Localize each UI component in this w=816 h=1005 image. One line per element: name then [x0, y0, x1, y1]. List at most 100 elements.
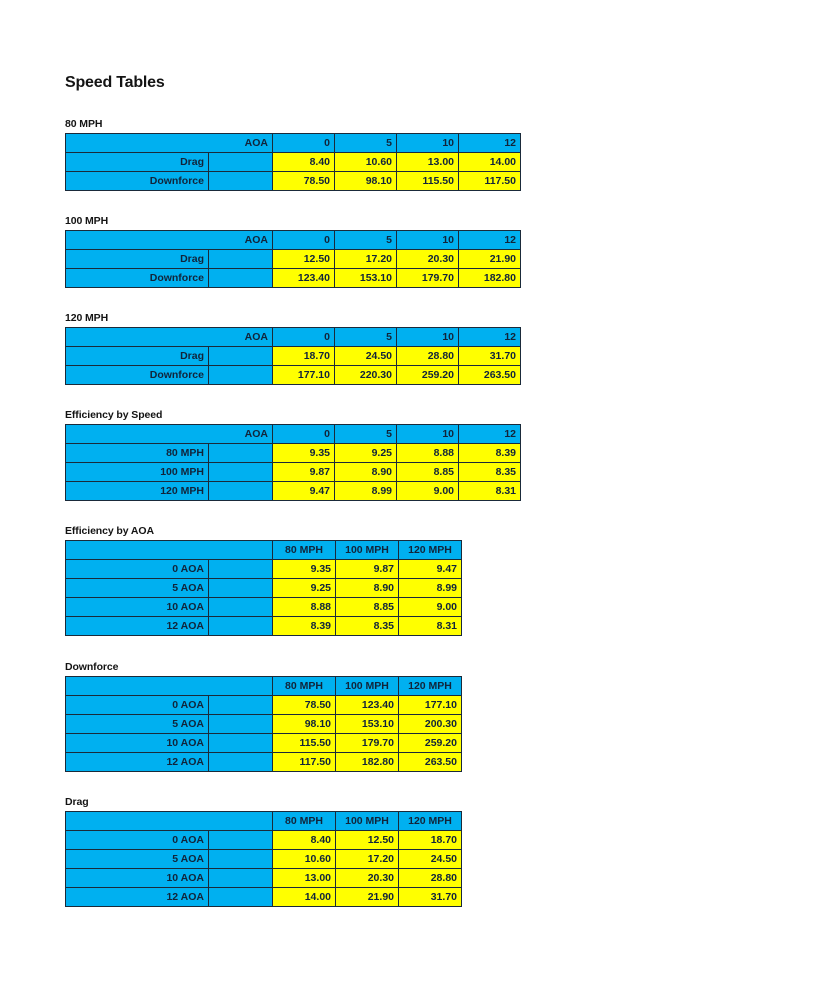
data-cell: 10.60: [334, 152, 397, 172]
column-header: 0: [272, 230, 335, 250]
column-header: 12: [458, 230, 521, 250]
section-title: Efficiency by AOA: [65, 525, 154, 537]
table-row: 12 AOA 8.39 8.35 8.31: [65, 616, 462, 636]
column-header: 0: [272, 424, 335, 444]
table-header-row: 80 MPH 100 MPH 120 MPH: [65, 540, 462, 560]
table-row: 5 AOA 10.60 17.20 24.50: [65, 849, 462, 869]
table-row: 10 AOA 115.50 179.70 259.20: [65, 733, 462, 753]
column-header: 0: [272, 133, 335, 153]
data-cell: 179.70: [396, 268, 459, 288]
row-label: Drag: [65, 249, 209, 269]
row-label: 12 AOA: [65, 616, 209, 636]
table-speed-80: AOA 0 5 10 12 Drag 8.40 10.60 13.00 14.0…: [65, 133, 521, 191]
row-label: 0 AOA: [65, 559, 209, 579]
data-cell: 8.88: [396, 443, 459, 463]
row-label: Drag: [65, 346, 209, 366]
row-label: 5 AOA: [65, 578, 209, 598]
data-cell: 12.50: [335, 830, 399, 850]
section-title: 120 MPH: [65, 312, 109, 324]
table-drag: 80 MPH 100 MPH 120 MPH 0 AOA 8.40 12.50 …: [65, 811, 462, 907]
data-cell: 8.90: [335, 578, 399, 598]
row-label: 10 AOA: [65, 868, 209, 888]
table-row: 80 MPH 9.35 9.25 8.88 8.39: [65, 443, 521, 463]
column-header: 100 MPH: [335, 676, 399, 696]
table-efficiency-by-speed: AOA 0 5 10 12 80 MPH 9.35 9.25 8.88 8.39…: [65, 424, 521, 501]
data-cell: 9.35: [272, 443, 335, 463]
section-title: 100 MPH: [65, 215, 109, 227]
table-header-row: 80 MPH 100 MPH 120 MPH: [65, 676, 462, 696]
data-cell: 8.39: [272, 616, 336, 636]
column-header: 10: [396, 230, 459, 250]
data-cell: 9.87: [272, 462, 335, 482]
spacer-cell: [208, 597, 273, 617]
column-header: 10: [396, 133, 459, 153]
data-cell: 263.50: [398, 752, 462, 772]
table-row: 5 AOA 9.25 8.90 8.99: [65, 578, 462, 598]
corner-label: AOA: [65, 133, 273, 153]
spacer-cell: [208, 578, 273, 598]
table-row: 0 AOA 9.35 9.87 9.47: [65, 559, 462, 579]
data-cell: 220.30: [334, 365, 397, 385]
row-label: Downforce: [65, 365, 209, 385]
table-row: 0 AOA 78.50 123.40 177.10: [65, 695, 462, 715]
data-cell: 9.47: [398, 559, 462, 579]
table-row: 10 AOA 8.88 8.85 9.00: [65, 597, 462, 617]
data-cell: 17.20: [335, 849, 399, 869]
data-cell: 31.70: [458, 346, 521, 366]
data-cell: 259.20: [398, 733, 462, 753]
data-cell: 14.00: [458, 152, 521, 172]
table-header-row: AOA 0 5 10 12: [65, 133, 521, 153]
data-cell: 177.10: [398, 695, 462, 715]
data-cell: 24.50: [334, 346, 397, 366]
row-label: 100 MPH: [65, 462, 209, 482]
data-cell: 9.47: [272, 481, 335, 501]
table-row: 120 MPH 9.47 8.99 9.00 8.31: [65, 481, 521, 501]
data-cell: 21.90: [335, 887, 399, 907]
data-cell: 8.85: [396, 462, 459, 482]
column-header: 5: [334, 424, 397, 444]
page-title: Speed Tables: [65, 74, 165, 91]
column-header: 0: [272, 327, 335, 347]
table-row: 100 MPH 9.87 8.90 8.85 8.35: [65, 462, 521, 482]
data-cell: 98.10: [334, 171, 397, 191]
data-cell: 123.40: [335, 695, 399, 715]
spacer-cell: [208, 887, 273, 907]
corner-label: AOA: [65, 327, 273, 347]
table-row: Drag 12.50 17.20 20.30 21.90: [65, 249, 521, 269]
data-cell: 78.50: [272, 171, 335, 191]
data-cell: 20.30: [396, 249, 459, 269]
spacer-cell: [208, 830, 273, 850]
corner-label: [65, 540, 273, 560]
data-cell: 8.39: [458, 443, 521, 463]
column-header: 5: [334, 230, 397, 250]
table-speed-100: AOA 0 5 10 12 Drag 12.50 17.20 20.30 21.…: [65, 230, 521, 288]
data-cell: 8.31: [458, 481, 521, 501]
spacer-cell: [208, 695, 273, 715]
table-row: 5 AOA 98.10 153.10 200.30: [65, 714, 462, 734]
row-label: 12 AOA: [65, 887, 209, 907]
data-cell: 179.70: [335, 733, 399, 753]
spacer-cell: [208, 152, 273, 172]
row-label: 12 AOA: [65, 752, 209, 772]
column-header: 10: [396, 327, 459, 347]
column-header: 12: [458, 133, 521, 153]
column-header: 100 MPH: [335, 811, 399, 831]
spacer-cell: [208, 868, 273, 888]
data-cell: 9.00: [396, 481, 459, 501]
data-cell: 28.80: [396, 346, 459, 366]
table-row: 12 AOA 14.00 21.90 31.70: [65, 887, 462, 907]
data-cell: 9.87: [335, 559, 399, 579]
data-cell: 182.80: [458, 268, 521, 288]
spacer-cell: [208, 733, 273, 753]
section-speed-120: 120 MPH AOA 0 5 10 12 Drag 18.70 24.50 2…: [65, 312, 521, 385]
data-cell: 117.50: [272, 752, 336, 772]
section-speed-100: 100 MPH AOA 0 5 10 12 Drag 12.50 17.20 2…: [65, 215, 521, 288]
data-cell: 115.50: [272, 733, 336, 753]
data-cell: 13.00: [272, 868, 336, 888]
data-cell: 8.99: [334, 481, 397, 501]
data-cell: 8.90: [334, 462, 397, 482]
data-cell: 24.50: [398, 849, 462, 869]
column-header: 12: [458, 424, 521, 444]
data-cell: 9.25: [334, 443, 397, 463]
row-label: 0 AOA: [65, 695, 209, 715]
